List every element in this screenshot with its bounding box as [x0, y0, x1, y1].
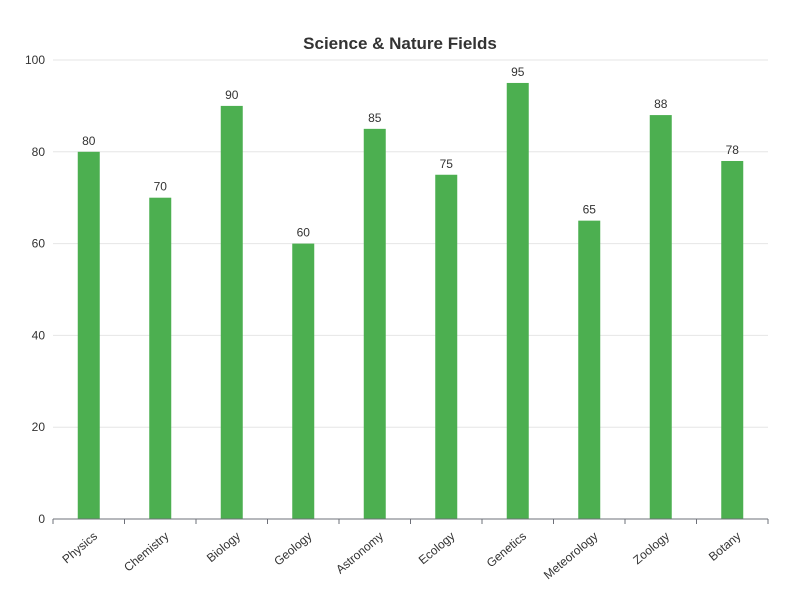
data-label-botany: 78 — [726, 143, 740, 157]
x-tick-label-biology: Biology — [204, 529, 243, 565]
y-axis-ticks: 0 20 40 60 80 100 — [25, 53, 45, 526]
x-tick-label-zoology: Zoology — [630, 529, 672, 567]
y-tick-label-20: 20 — [32, 420, 46, 434]
bar-genetics — [506, 82, 529, 519]
data-label-geology: 60 — [297, 226, 311, 240]
x-tick-label-astronomy: Astronomy — [333, 529, 386, 577]
bar-meteorology — [578, 220, 601, 519]
data-label-ecology: 75 — [440, 157, 454, 171]
bar-astronomy — [363, 128, 386, 519]
bar-zoology — [649, 115, 672, 519]
x-tick-label-geology: Geology — [271, 529, 314, 568]
bar-physics — [77, 151, 100, 520]
bar-ecology — [435, 174, 458, 519]
data-label-meteorology: 65 — [583, 203, 597, 217]
bar-botany — [721, 160, 744, 520]
x-tick-label-botany: Botany — [706, 529, 744, 564]
bar-geology — [292, 243, 315, 519]
bars — [77, 82, 744, 520]
x-tick-label-genetics: Genetics — [484, 529, 529, 570]
data-label-biology: 90 — [225, 88, 239, 102]
chart-title: Science & Nature Fields — [303, 34, 497, 53]
data-label-astronomy: 85 — [368, 111, 382, 125]
data-label-genetics: 95 — [511, 65, 525, 79]
x-axis: Physics Chemistry Biology Geology Astronomy E… — [52, 518, 769, 582]
data-label-zoology: 88 — [654, 97, 668, 111]
grid-lines — [53, 59, 768, 428]
data-label-physics: 80 — [82, 134, 96, 148]
x-tick-label-meteorology: Meteorology — [541, 529, 601, 582]
y-tick-label-60: 60 — [32, 237, 46, 251]
y-tick-label-0: 0 — [38, 512, 45, 526]
data-labels: 80 70 90 60 85 75 95 65 88 78 — [82, 65, 739, 240]
bar-biology — [220, 105, 243, 520]
x-tick-label-chemistry: Chemistry — [121, 529, 171, 574]
x-tick-label-ecology: Ecology — [416, 529, 458, 567]
y-tick-label-40: 40 — [32, 328, 46, 342]
y-tick-label-100: 100 — [25, 53, 45, 67]
data-label-chemistry: 70 — [154, 180, 168, 194]
bar-chemistry — [149, 197, 172, 519]
y-tick-label-80: 80 — [32, 145, 46, 159]
x-tick-label-physics: Physics — [59, 529, 100, 566]
